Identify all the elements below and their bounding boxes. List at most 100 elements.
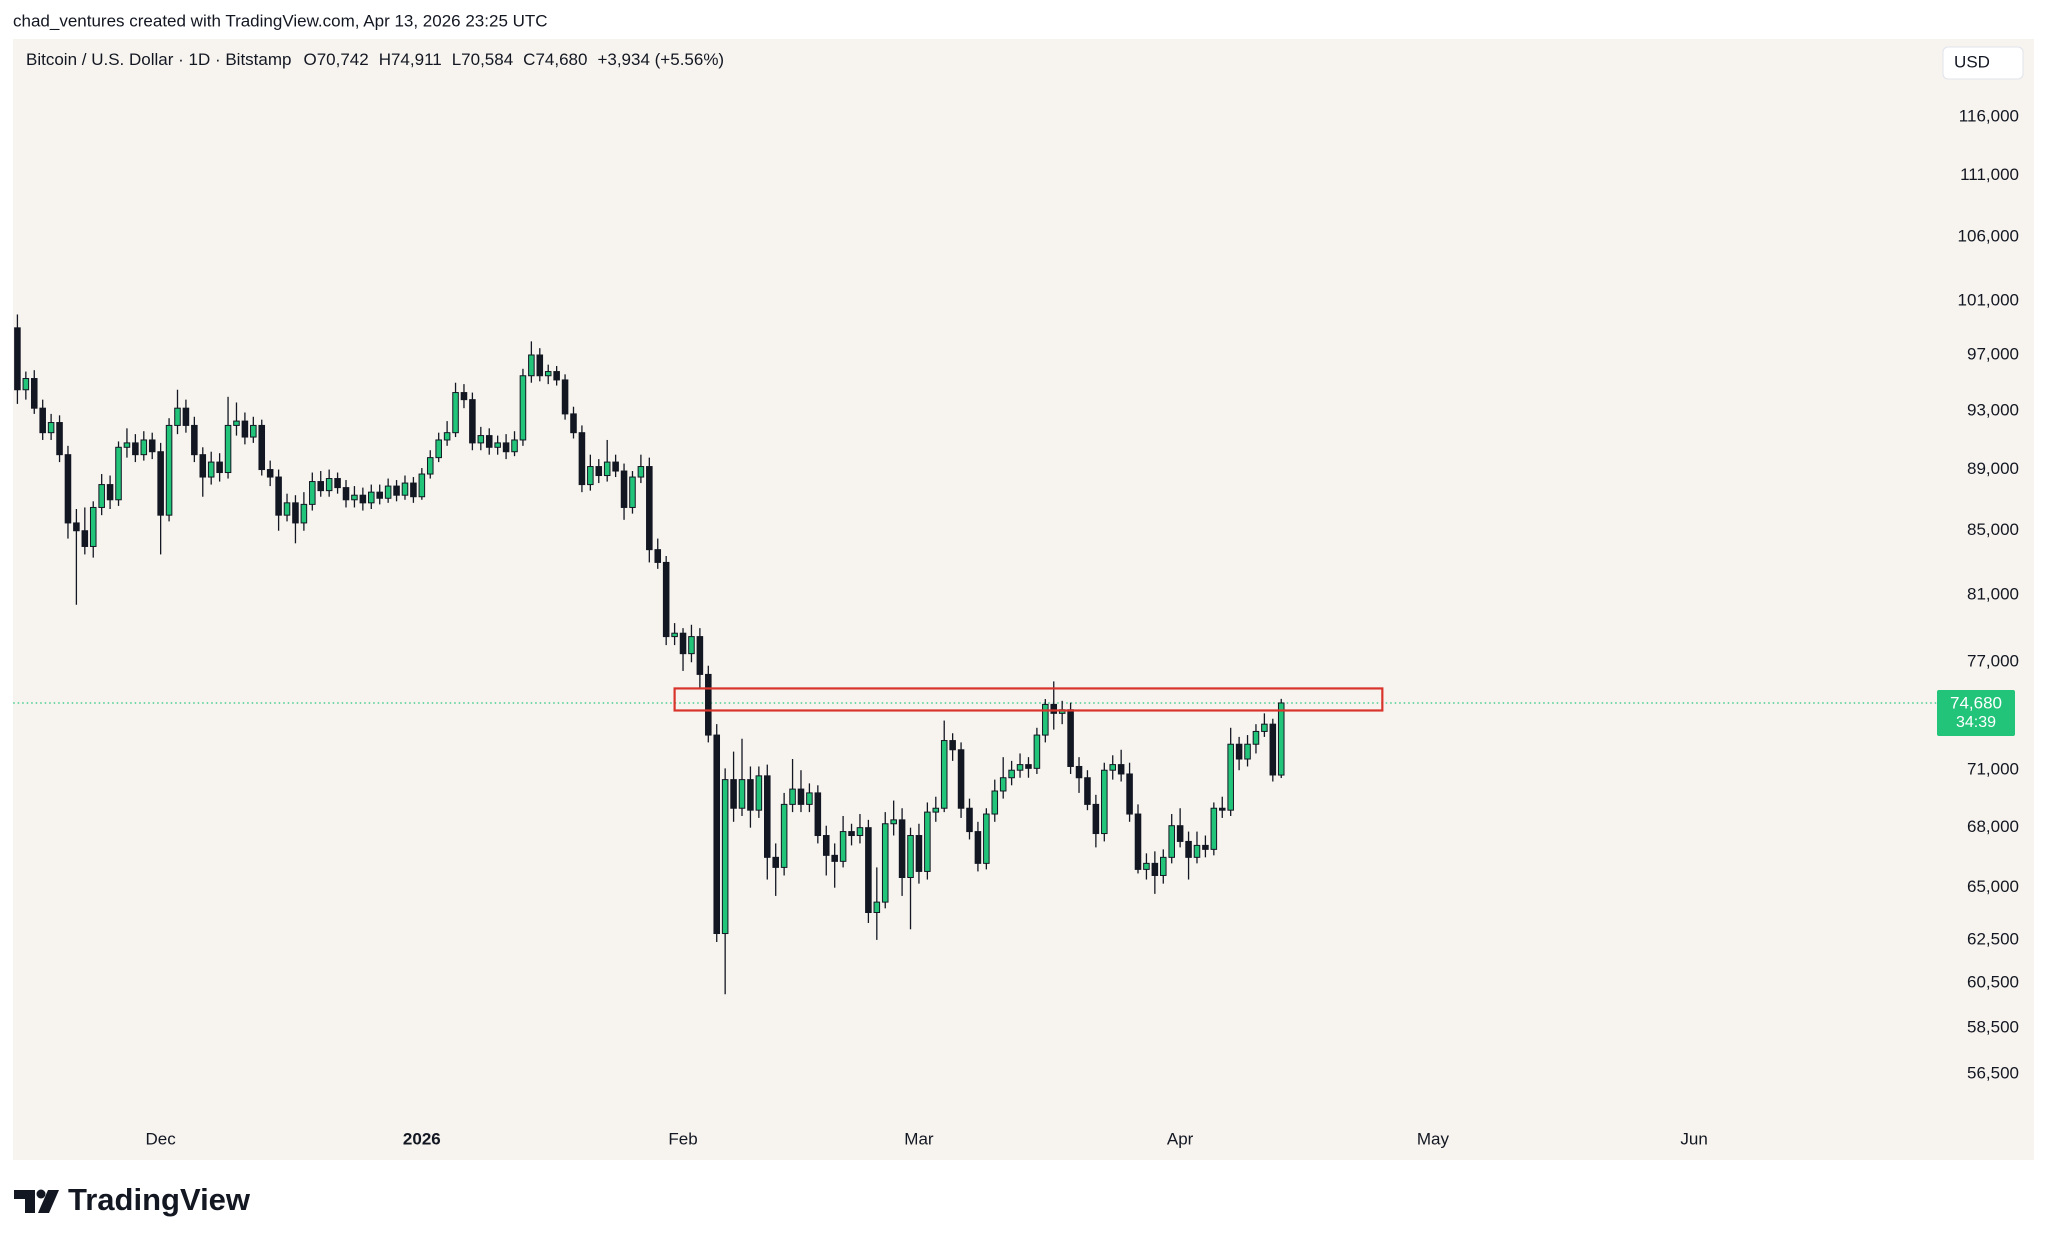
candle-body [224,424,232,474]
candle-body [553,371,560,381]
y-tick-label: 68,000 [1967,817,2019,836]
candle-body [241,420,249,438]
candle-body [1042,703,1049,736]
candle-body [1202,844,1209,850]
candle-body [1210,807,1218,850]
candle-body [536,354,544,377]
ohlc-high: H74,911 [379,50,442,69]
candle-body [106,484,114,501]
candle-body [157,451,164,516]
y-tick-label: 58,500 [1967,1017,2019,1036]
candle-body [1151,862,1159,876]
candle-body [1134,813,1142,870]
candle-body [822,835,830,856]
candle-body [1117,764,1125,775]
candle-body [679,632,687,655]
candle-body [410,482,417,498]
candle-body [924,811,931,872]
candle-body [764,775,771,858]
candle-body [30,378,38,409]
candle-body [351,494,358,501]
candle-body [940,740,948,809]
logo-text: TradingView [68,1182,251,1217]
candle-body [966,807,973,833]
candle-body [140,439,148,456]
countdown-label: 34:39 [1956,714,1996,731]
candle-body [418,473,426,498]
y-tick-label: 81,000 [1967,584,2019,603]
y-tick-label: 89,000 [1967,459,2019,478]
candle-body [292,502,299,524]
candle-body [814,792,822,837]
ohlc-change: +3,934 (+5.56%) [597,50,724,69]
legend: Bitcoin / U.S. Dollar · 1D · Bitstamp O70… [26,50,724,69]
candle-body [1159,856,1167,876]
candle-body [974,831,982,864]
candle-body [123,442,131,448]
x-tick-label: Apr [1167,1129,1194,1148]
x-tick-label: Jun [1680,1129,1707,1148]
ohlc-close: C74,680 [523,50,587,69]
candle-body [730,779,737,809]
candle-body [1193,844,1201,858]
y-tick-label: 97,000 [1967,344,2019,363]
candle-body [949,740,956,751]
candle-body [544,371,552,377]
candle-body [907,835,914,879]
logo-icon [38,1190,59,1213]
candle-body [1176,825,1184,842]
candle-body [789,788,796,805]
last-price-box [1937,689,2015,736]
candle-body [1269,723,1277,776]
candle-body [1185,840,1192,858]
candle-body [1092,803,1100,835]
candle-body [738,779,746,809]
x-tick-label: Feb [668,1129,697,1148]
candle-body [511,439,518,453]
candle-body [629,476,636,508]
candle-body [932,807,940,813]
candle-body [831,854,838,862]
candle-body [1109,764,1117,771]
candle-body [519,375,527,441]
candle-body [384,485,392,499]
candle-body [300,503,308,524]
ohlc-open: O70,742 [303,50,368,69]
currency-button[interactable] [1942,46,2024,80]
candle-body [165,424,173,516]
candle-body [873,901,881,914]
candle-body [721,779,729,935]
candle-body [81,530,89,547]
candle-body [502,442,510,453]
candle-body [199,454,207,478]
candle-body [1033,734,1041,769]
candle-body [1008,769,1015,779]
candle-body [915,835,923,872]
candle-body [39,407,46,434]
candle-body [839,831,847,862]
candle-body [56,422,63,456]
candle-body [898,819,906,879]
candle-body [334,478,341,489]
candle-body [317,481,325,492]
candles [14,314,1285,995]
candle-body [865,827,872,914]
candle-body [1050,703,1058,714]
candle-body [275,476,282,516]
candle-body [452,392,459,434]
candle-body [1277,702,1285,776]
candle-body [174,407,181,426]
chart-title: Bitcoin / U.S. Dollar · 1D · Bitstamp [26,50,291,69]
candle-body [443,432,451,441]
candle-body [376,491,383,499]
candle-body [890,819,897,825]
y-tick-label: 93,000 [1967,401,2019,420]
candle-body [426,457,434,475]
candle-body [528,354,535,377]
y-tick-label: 116,000 [1959,106,2019,125]
x-tick-label: Dec [146,1129,177,1148]
y-tick-label: 85,000 [1967,520,2019,539]
candle-body [1101,769,1108,835]
resistance-zone [673,687,1384,712]
candle-body [1143,862,1150,870]
